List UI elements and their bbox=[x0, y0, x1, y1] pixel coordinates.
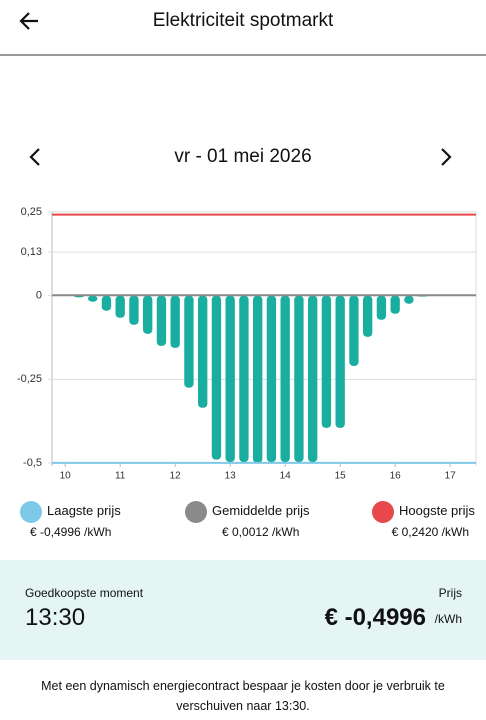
legend-swatch bbox=[185, 501, 207, 523]
bar bbox=[294, 295, 304, 462]
bar bbox=[266, 295, 277, 462]
bar bbox=[88, 295, 98, 302]
cheapest-price: € -0,4996 bbox=[324, 604, 426, 631]
legend-swatch bbox=[372, 501, 394, 523]
bar bbox=[390, 295, 400, 314]
bar bbox=[321, 295, 332, 428]
x-tick-label: 13 bbox=[225, 471, 237, 482]
previous-day[interactable] bbox=[29, 148, 40, 166]
y-tick-label: 0 bbox=[36, 290, 42, 302]
next-day[interactable] bbox=[441, 148, 452, 166]
bar bbox=[239, 295, 249, 462]
bar bbox=[170, 295, 180, 348]
bar bbox=[376, 295, 387, 320]
y-tick-label: -0,25 bbox=[17, 373, 42, 385]
bar bbox=[280, 295, 290, 462]
y-tick-label: 0,25 bbox=[21, 206, 42, 218]
legend-label: Hoogste prijs bbox=[399, 503, 475, 518]
legend-label: Laagste prijs bbox=[47, 503, 121, 518]
price-label: Prijs bbox=[438, 586, 462, 600]
bar bbox=[115, 295, 125, 318]
bar bbox=[349, 295, 359, 366]
bar bbox=[253, 295, 263, 463]
bar bbox=[143, 295, 153, 334]
x-tick-label: 15 bbox=[335, 471, 347, 482]
footer-text: Met een dynamisch energiecontract bespaa… bbox=[41, 679, 445, 713]
cheapest-label: Goedkoopste moment bbox=[25, 586, 144, 600]
bar bbox=[129, 295, 139, 325]
bar bbox=[211, 295, 222, 460]
legend-label: Gemiddelde prijs bbox=[212, 503, 310, 518]
date-label: vr - 01 mei 2026 bbox=[174, 146, 312, 167]
y-tick-label: 0,13 bbox=[21, 246, 42, 258]
x-tick-label: 14 bbox=[280, 471, 292, 482]
bar bbox=[101, 295, 112, 311]
bar bbox=[404, 295, 414, 304]
x-tick-label: 12 bbox=[170, 471, 182, 482]
bar bbox=[225, 295, 235, 462]
x-tick-label: 17 bbox=[445, 471, 457, 482]
x-tick-label: 10 bbox=[60, 471, 72, 482]
bar bbox=[362, 295, 373, 337]
page-title: Elektriciteit spotmarkt bbox=[152, 10, 334, 31]
bar bbox=[307, 295, 318, 462]
bar bbox=[335, 295, 345, 428]
legend-value: € -0,4996 /kWh bbox=[30, 525, 112, 539]
x-tick-label: 16 bbox=[390, 471, 402, 482]
y-tick-label: -0,5 bbox=[23, 457, 42, 469]
cheapest-card bbox=[0, 560, 486, 660]
legend-value: € 0,2420 /kWh bbox=[391, 525, 469, 539]
bar bbox=[198, 295, 208, 408]
x-tick-label: 11 bbox=[115, 471, 126, 482]
bar bbox=[184, 295, 194, 388]
cheapest-time: 13:30 bbox=[25, 604, 86, 631]
bar bbox=[156, 295, 167, 346]
back-arrow[interactable] bbox=[19, 12, 38, 30]
price-unit: /kWh bbox=[434, 612, 462, 626]
legend-swatch bbox=[20, 501, 42, 523]
legend-value: € 0,0012 /kWh bbox=[222, 525, 300, 539]
